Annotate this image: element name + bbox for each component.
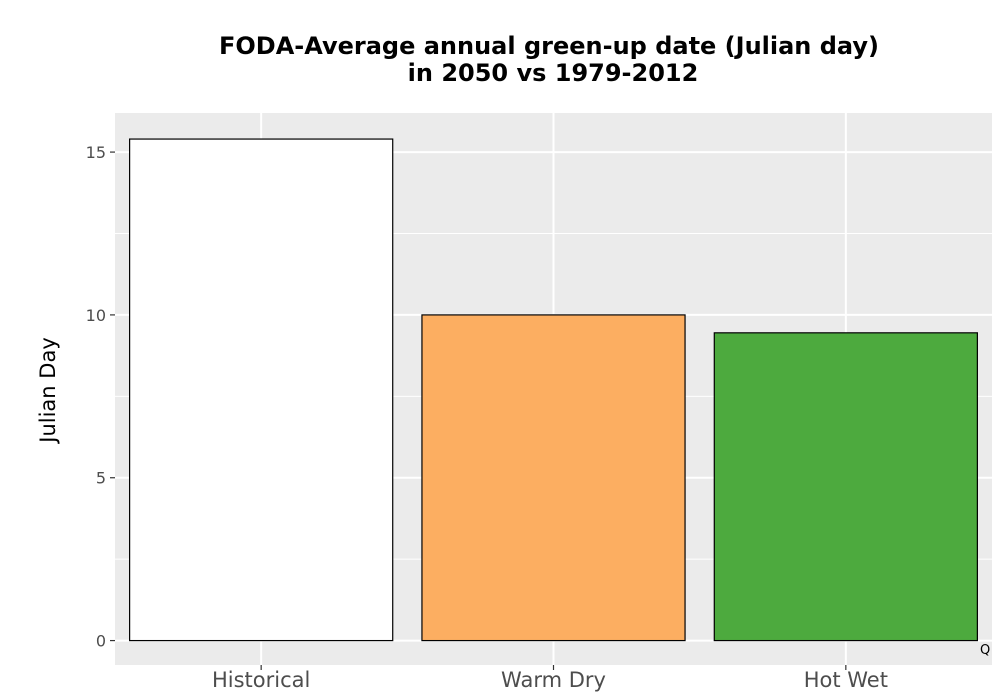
bar-warm-dry — [421, 314, 686, 642]
y-tick-label: 0 — [96, 632, 106, 651]
y-axis-ticks: 0 5 10 15 — [86, 143, 115, 651]
bar-hot-wet — [713, 332, 978, 642]
chart-title-line-2: in 2050 vs 1979-2012 — [408, 59, 699, 87]
y-tick-label: 15 — [86, 143, 106, 162]
x-tick-label: Historical — [212, 668, 310, 692]
y-tick-label: 5 — [96, 469, 106, 488]
x-tick-label: Hot Wet — [804, 668, 888, 692]
y-tick-label: 10 — [86, 306, 106, 325]
corner-annotation: Q — [980, 643, 990, 658]
x-tick-label: Warm Dry — [501, 668, 606, 692]
y-axis-title: Julian Day — [36, 337, 60, 445]
bar-historical — [129, 138, 394, 642]
x-axis-ticks: Historical Warm Dry Hot Wet — [212, 665, 888, 692]
chart-title-line-1: FODA-Average annual green-up date (Julia… — [219, 32, 879, 60]
bars — [129, 138, 978, 642]
